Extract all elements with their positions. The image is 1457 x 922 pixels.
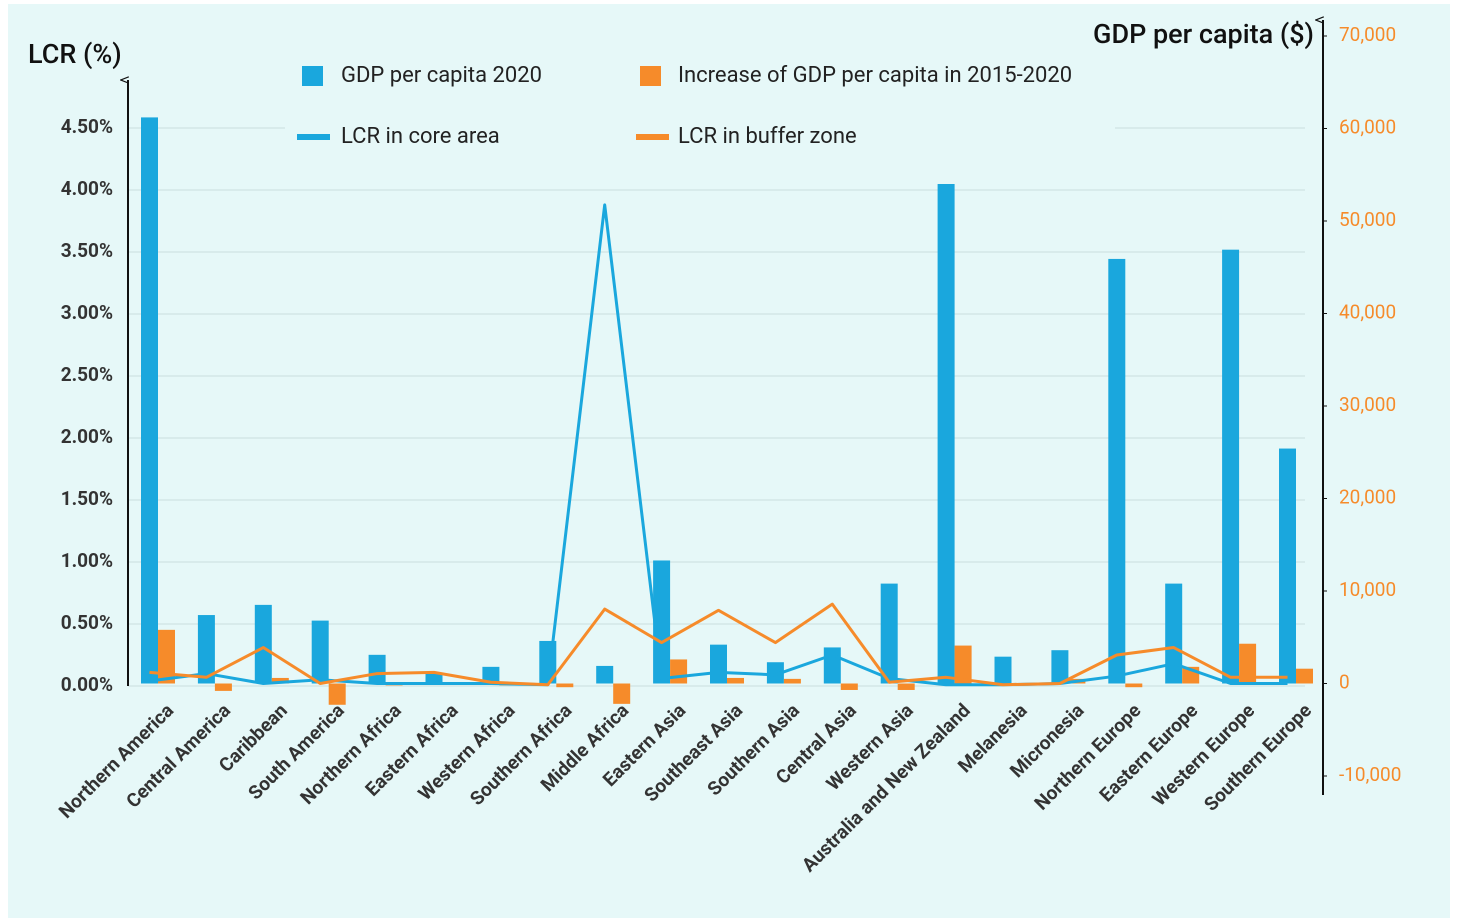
y-tick-label: 4.50% <box>61 115 113 138</box>
bar <box>158 629 175 684</box>
bar <box>613 683 631 704</box>
bar <box>823 647 841 684</box>
y-tick-label: 3.00% <box>61 301 113 324</box>
bar <box>1296 668 1313 684</box>
bar <box>425 673 443 684</box>
y2-tick-label: 40,000 <box>1339 301 1396 324</box>
bar <box>1051 650 1069 684</box>
bar <box>766 662 784 684</box>
y2-tick-label: 0 <box>1339 671 1350 694</box>
y2-tick-label: 30,000 <box>1339 393 1396 416</box>
legend-swatch <box>302 66 323 86</box>
y-tick-label: 0.00% <box>61 673 113 696</box>
y2-tick-label: 60,000 <box>1339 116 1396 139</box>
bar <box>368 654 386 684</box>
legend-label: Increase of GDP per capita in 2015-2020 <box>678 63 1072 88</box>
legend-background <box>285 52 1115 162</box>
y-tick-label: 4.00% <box>61 177 113 200</box>
bar <box>897 683 915 690</box>
y2-tick-label: 20,000 <box>1339 486 1396 509</box>
bar <box>556 683 574 688</box>
bar <box>311 620 329 684</box>
y-tick-label: 1.00% <box>61 549 113 572</box>
bar <box>254 604 272 684</box>
y2-axis-title: GDP per capita ($) <box>1093 18 1314 50</box>
y-tick-label: 1.50% <box>61 487 113 510</box>
bar <box>271 677 289 684</box>
bar <box>994 656 1012 684</box>
bar <box>1108 258 1126 684</box>
legend-swatch <box>636 134 669 140</box>
bar <box>880 583 898 684</box>
bar <box>1222 249 1240 684</box>
legend-swatch <box>297 134 330 140</box>
legend-label: GDP per capita 2020 <box>341 63 542 88</box>
y-tick-label: 2.00% <box>61 425 113 448</box>
y-axis-title: LCR (%) <box>28 38 122 70</box>
bar <box>1165 583 1183 684</box>
bar <box>197 615 215 684</box>
bar <box>1125 683 1143 688</box>
y-tick-label: 2.50% <box>61 363 113 386</box>
bar <box>1239 643 1257 684</box>
bar <box>670 659 688 684</box>
bar <box>840 683 858 690</box>
bar <box>937 184 955 684</box>
bar <box>328 683 346 705</box>
y2-tick-label: 70,000 <box>1339 23 1396 46</box>
plot <box>141 117 1313 705</box>
bar <box>482 666 500 684</box>
bar <box>141 117 158 684</box>
bar <box>214 683 232 691</box>
line <box>149 602 1288 687</box>
bar <box>1279 448 1296 684</box>
y2-tick-label: 10,000 <box>1339 578 1396 601</box>
y-tick-label: 0.50% <box>61 611 113 634</box>
bar <box>783 678 801 684</box>
legend-label: LCR in buffer zone <box>678 124 857 149</box>
legend: GDP per capita 2020 Increase of GDP per c… <box>285 52 1115 162</box>
y-tick-label: 3.50% <box>61 239 113 262</box>
y2-tick-label: 50,000 <box>1339 208 1396 231</box>
bar <box>954 645 972 684</box>
y2-tick-label: -10,000 <box>1339 763 1401 786</box>
bar <box>727 677 744 684</box>
bar <box>710 644 727 684</box>
legend-label: LCR in core area <box>341 124 500 149</box>
bar <box>596 665 614 684</box>
legend-swatch <box>640 66 661 86</box>
